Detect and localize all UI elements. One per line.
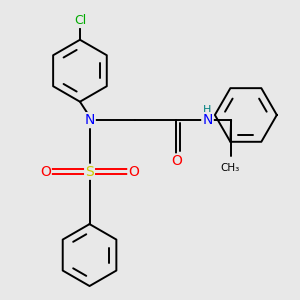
Text: O: O <box>171 154 182 168</box>
Text: S: S <box>85 165 94 179</box>
Text: N: N <box>202 113 213 127</box>
Text: N: N <box>84 113 95 127</box>
Text: O: O <box>128 165 139 179</box>
Text: H: H <box>203 105 212 115</box>
Text: CH₃: CH₃ <box>221 163 240 173</box>
Text: O: O <box>40 165 51 179</box>
Text: Cl: Cl <box>74 14 86 27</box>
